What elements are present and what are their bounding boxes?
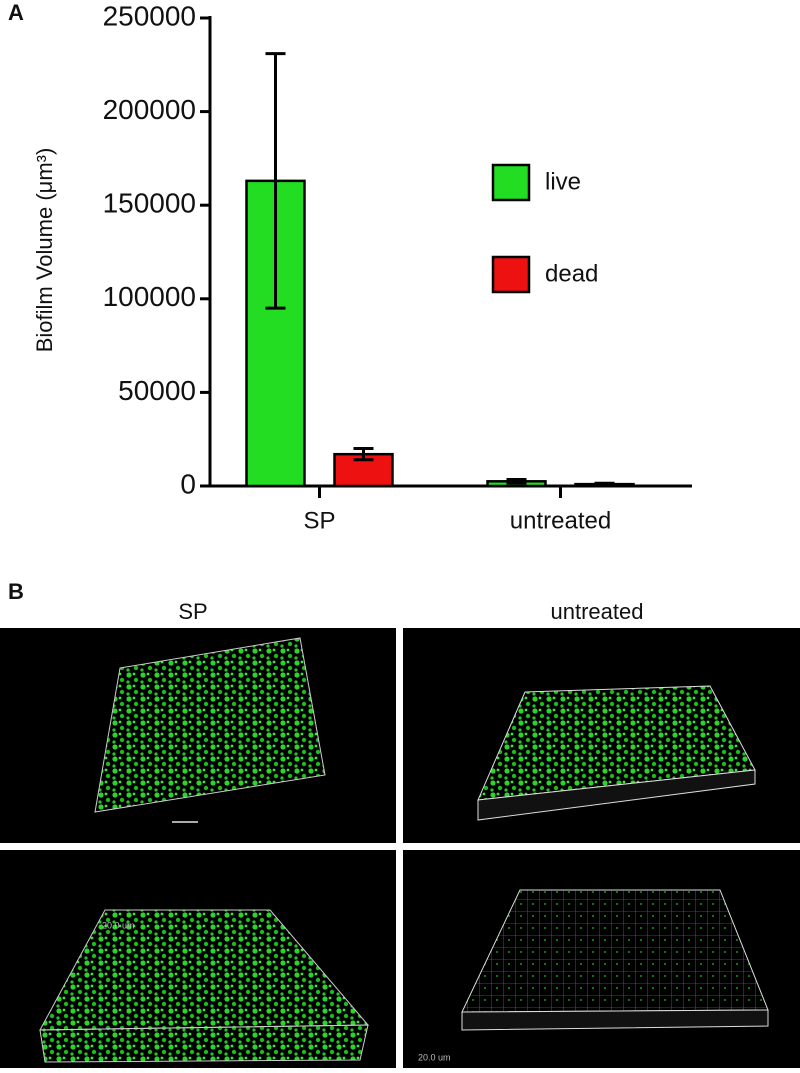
panel-label: A xyxy=(8,0,24,25)
legend-swatch xyxy=(491,255,531,294)
x-tick-label: untreated xyxy=(510,507,611,534)
micrograph: 20.0 um xyxy=(403,850,800,1068)
y-tick-label: 100000 xyxy=(103,281,196,312)
plot: 0 50000 100000 150000 200000 250000 SP untreate… xyxy=(103,0,692,534)
column-title: SP xyxy=(178,599,207,624)
legend-label: dead xyxy=(545,260,598,287)
y-tick-label: 50000 xyxy=(118,375,196,406)
legend-swatch xyxy=(491,163,531,202)
y-axis-label: Biofilm Volume (μm³) xyxy=(32,148,57,353)
y-tick-label: 200000 xyxy=(103,94,196,125)
scale-label: 20.0 um xyxy=(418,1052,451,1062)
micrograph xyxy=(403,628,800,843)
legend-label: live xyxy=(545,168,581,195)
y-tick-label: 150000 xyxy=(103,188,196,219)
micrograph: 20.0 um xyxy=(0,850,396,1068)
panel-label: B xyxy=(8,579,24,604)
x-tick-label: SP xyxy=(303,507,335,534)
y-tick-label: 250000 xyxy=(103,0,196,31)
column-title: untreated xyxy=(551,599,644,624)
scale-label: 20.0 um xyxy=(102,920,135,930)
micrograph xyxy=(0,628,396,843)
y-tick-label: 0 xyxy=(180,468,196,499)
